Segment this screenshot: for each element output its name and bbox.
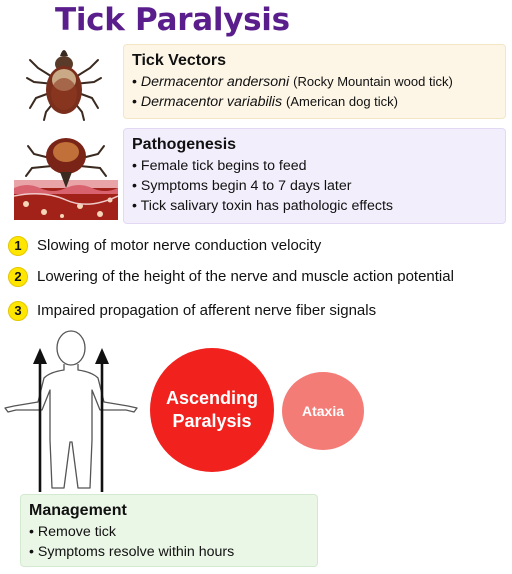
management-item: Remove tick bbox=[29, 522, 309, 542]
tick-vectors-box: Tick Vectors Dermacentor andersoni (Rock… bbox=[123, 44, 506, 119]
pathogenesis-item: Symptoms begin 4 to 7 days later bbox=[132, 176, 497, 196]
vector-item: Dermacentor andersoni (Rocky Mountain wo… bbox=[132, 72, 497, 92]
vector-species: Dermacentor variabilis bbox=[140, 94, 283, 110]
pathogenesis-heading: Pathogenesis bbox=[132, 136, 237, 153]
pathogenesis-item: Female tick begins to feed bbox=[132, 156, 497, 176]
vector-common-name: (American dog tick) bbox=[286, 94, 398, 109]
effect-text: Impaired propagation of afferent nerve f… bbox=[37, 302, 377, 319]
effect-text: Lowering of the height of the nerve and … bbox=[37, 268, 454, 285]
pathogenesis-item: Tick salivary toxin has pathologic effec… bbox=[132, 196, 497, 216]
tick-vectors-heading: Tick Vectors bbox=[132, 52, 226, 69]
step-number-badge: 3 bbox=[8, 301, 28, 321]
feeding-tick-skin-icon bbox=[14, 138, 118, 220]
tick-icon bbox=[26, 50, 102, 121]
management-heading: Management bbox=[29, 502, 127, 519]
ascending-paralysis-line1: Ascending bbox=[165, 388, 258, 408]
effect-text: Slowing of motor nerve conduction veloci… bbox=[37, 237, 322, 254]
ascending-paralysis-line2: Paralysis bbox=[172, 411, 252, 431]
human-figure-icon bbox=[4, 330, 138, 492]
pathogenesis-box: Pathogenesis Female tick begins to feed … bbox=[123, 128, 506, 224]
vector-common-name: (Rocky Mountain wood tick) bbox=[293, 74, 453, 89]
step-number-badge: 2 bbox=[8, 267, 28, 287]
vector-item: Dermacentor variabilis (American dog tic… bbox=[132, 92, 497, 112]
management-box: Management Remove tick Symptoms resolve … bbox=[20, 494, 318, 567]
management-item: Symptoms resolve within hours bbox=[29, 542, 309, 562]
ataxia-circle: Ataxia bbox=[282, 372, 364, 450]
ascending-paralysis-circle: Ascending Paralysis bbox=[150, 348, 274, 472]
ataxia-label: Ataxia bbox=[301, 403, 345, 419]
vector-species: Dermacentor andersoni bbox=[140, 74, 290, 90]
step-number-badge: 1 bbox=[8, 236, 28, 256]
page-title: Tick Paralysis bbox=[55, 2, 290, 38]
